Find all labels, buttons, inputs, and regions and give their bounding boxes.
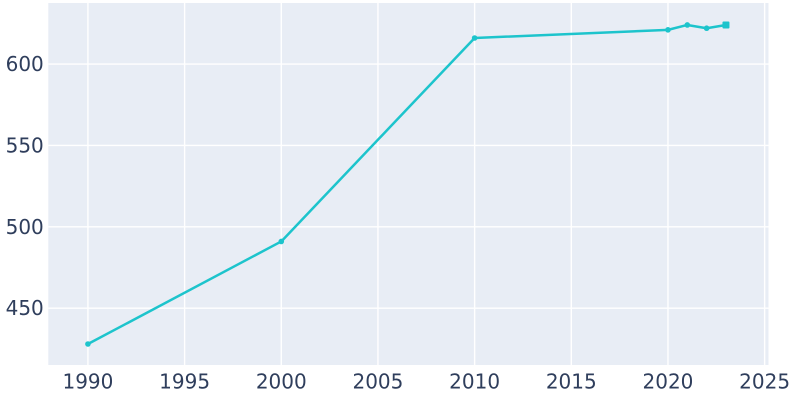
plot-area — [48, 3, 769, 365]
y-axis-tick-label: 550 — [6, 133, 44, 157]
x-axis-tick-label: 2025 — [739, 370, 790, 394]
x-axis-tick-label: 2020 — [643, 370, 694, 394]
data-point-marker — [684, 22, 691, 28]
x-axis-tick-label: 1995 — [159, 370, 210, 394]
data-point-marker — [722, 21, 730, 29]
x-axis-tick-label: 1990 — [62, 370, 113, 394]
x-axis-tick-label: 2000 — [256, 370, 307, 394]
data-point-marker — [703, 25, 710, 32]
data-point-marker — [665, 27, 671, 33]
x-axis-tick-label: 2005 — [352, 370, 403, 394]
data-point-marker — [471, 35, 478, 41]
y-axis-tick-label: 600 — [6, 52, 44, 76]
y-axis-tick-label: 500 — [6, 215, 44, 239]
x-axis-tick-label: 2010 — [449, 370, 500, 394]
data-point-marker — [85, 341, 91, 347]
y-axis-tick-label: 450 — [6, 296, 44, 320]
x-axis-tick-label: 2015 — [546, 370, 597, 394]
data-point-marker — [278, 238, 285, 245]
